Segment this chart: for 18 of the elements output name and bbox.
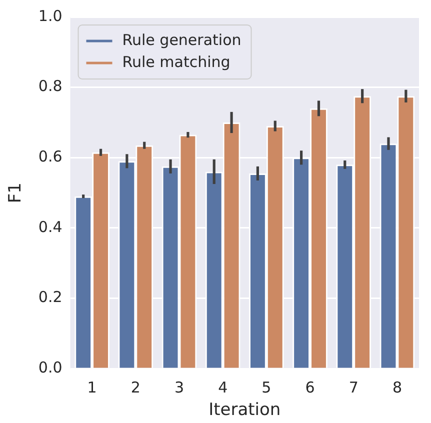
- y-tick-label: 0.2: [38, 288, 62, 306]
- x-tick-label: 3: [174, 378, 184, 396]
- y-tick-label: 0.6: [38, 148, 62, 166]
- y-axis-title: F1: [6, 182, 26, 204]
- x-axis-title: Iteration: [208, 400, 281, 420]
- y-tick-label: 0.0: [38, 358, 62, 376]
- x-tick-label: 6: [305, 378, 315, 396]
- y-tick-label: 0.8: [38, 77, 62, 96]
- x-tick-label: 1: [87, 378, 97, 396]
- y-tick-label: 0.4: [38, 218, 62, 236]
- x-tick-label: 4: [218, 378, 228, 396]
- y-tick-label: 1.0: [38, 6, 62, 25]
- x-tick-label: 7: [348, 378, 358, 396]
- x-tick-label: 8: [392, 378, 402, 396]
- x-tick-label: 5: [262, 378, 272, 396]
- legend-label: Rule generation: [122, 30, 242, 49]
- legend-label: Rule matching: [122, 52, 230, 71]
- x-tick-label: 2: [130, 378, 140, 396]
